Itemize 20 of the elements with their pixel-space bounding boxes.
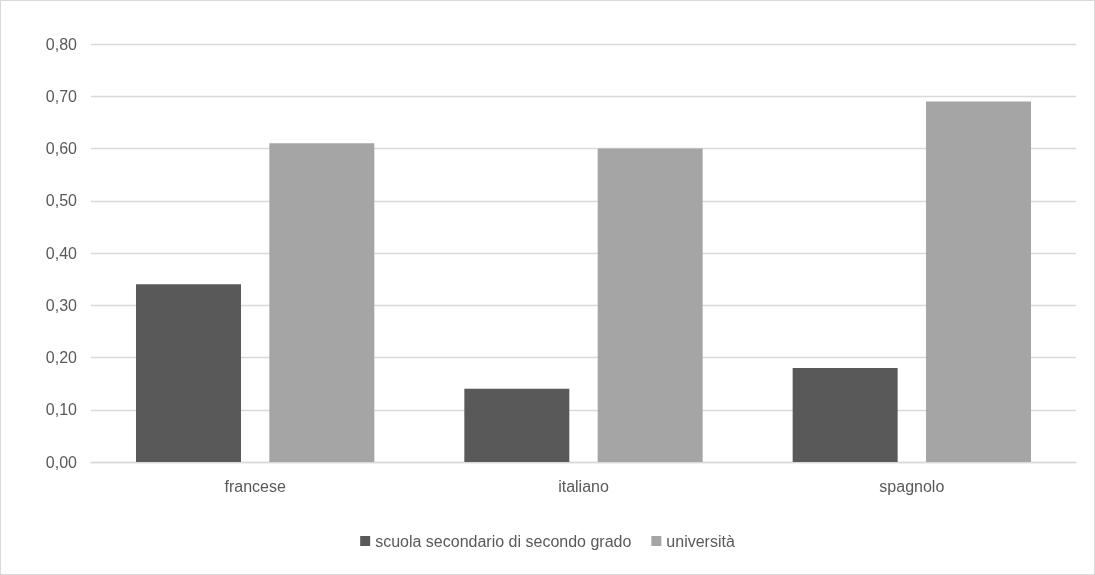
- y-tick-label: 0,50: [45, 192, 78, 210]
- x-tick-label: italiano: [558, 477, 609, 495]
- bar: [792, 367, 898, 462]
- y-tick-label: 0,60: [45, 140, 78, 157]
- y-tick-label: 0,30: [45, 296, 78, 314]
- bar: [135, 284, 241, 462]
- y-tick-label: 0,70: [45, 87, 78, 105]
- x-tick-label: francese: [224, 477, 286, 495]
- y-tick-label: 0,80: [45, 35, 78, 53]
- y-tick-label: 0,00: [45, 453, 78, 471]
- legend-label: scuola secondario di secondo grado: [375, 532, 632, 550]
- legend-label: università: [666, 532, 735, 550]
- bar: [926, 101, 1032, 462]
- y-tick-label: 0,20: [45, 349, 78, 366]
- bar: [269, 143, 375, 462]
- bar: [464, 388, 570, 462]
- x-tick-label: spagnolo: [879, 477, 945, 495]
- bar: [597, 148, 703, 462]
- y-tick-label: 0,40: [45, 244, 78, 262]
- y-tick-label: 0,10: [45, 401, 78, 419]
